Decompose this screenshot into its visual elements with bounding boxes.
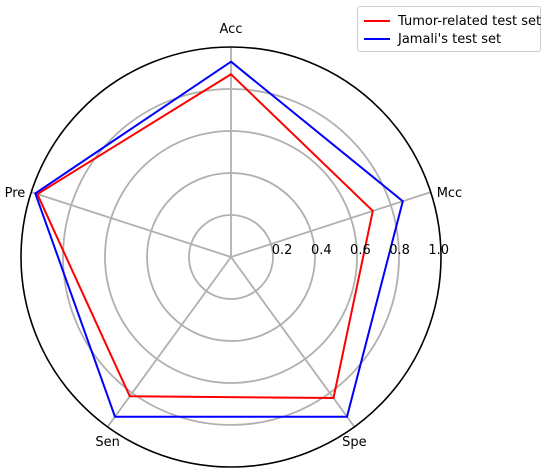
axis-label-mcc: Mcc: [437, 186, 463, 201]
radial-tick-label: 0.8: [389, 243, 410, 258]
radial-tick-label: 1.0: [428, 243, 449, 258]
axis-label-acc: Acc: [220, 22, 243, 37]
spoke-line: [31, 191, 232, 258]
radial-tick-label: 0.4: [311, 243, 332, 258]
legend-label: Jamali's test set: [398, 31, 502, 47]
legend-label: Tumor-related test set: [398, 13, 542, 29]
series-line-tumor-related: [36, 73, 374, 400]
spoke-line: [230, 191, 431, 258]
axis-labels: Acc Mcc Spe Sen Pre: [5, 22, 463, 450]
axis-spokes: [31, 47, 431, 428]
series-line-jamali: [34, 60, 404, 418]
radial-tick-labels: 0.2 0.4 0.6 0.8 1.0: [272, 243, 449, 258]
legend-item-jamali: Jamali's test set: [364, 30, 501, 48]
legend: Tumor-related test set Jamali's test set: [357, 6, 541, 52]
radial-tick-label: 0.2: [272, 243, 293, 258]
legend-swatch-red: [364, 20, 390, 22]
axis-label-sen: Sen: [95, 435, 120, 450]
axis-label-pre: Pre: [5, 186, 26, 201]
legend-swatch-blue: [364, 38, 390, 40]
radial-tick-label: 0.6: [350, 243, 371, 258]
legend-item-tumor: Tumor-related test set: [364, 12, 541, 30]
outer-frame-circle: [20, 46, 442, 468]
spoke-line: [230, 256, 356, 428]
series-layer: [34, 60, 404, 418]
spoke-line: [106, 256, 232, 428]
axis-label-spe: Spe: [342, 435, 367, 450]
